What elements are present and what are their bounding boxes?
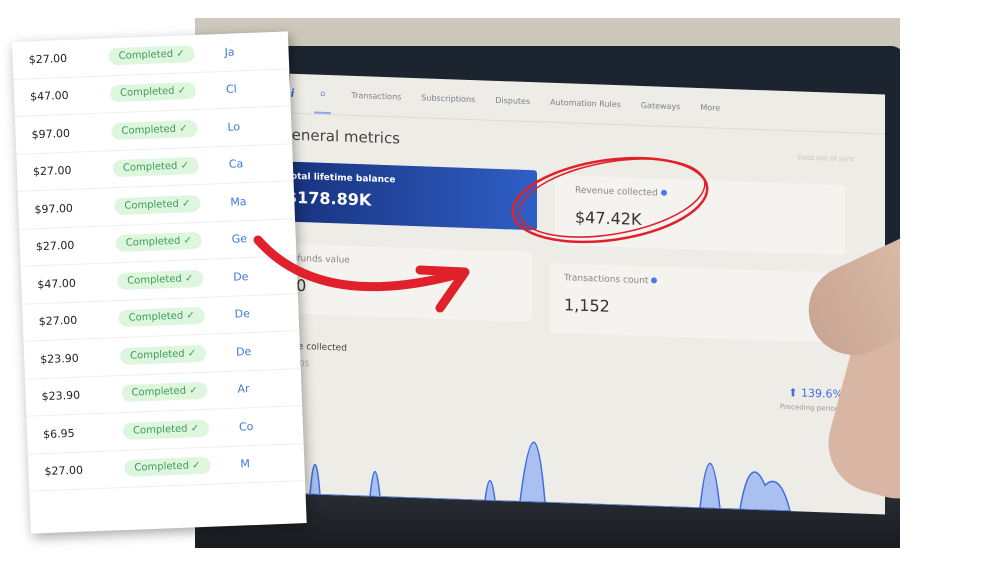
card-value: 1,152: [564, 295, 610, 316]
tab-automation-rules[interactable]: Automation Rules: [550, 97, 621, 110]
tab-more[interactable]: More: [700, 103, 721, 113]
card-value: $178.89K: [286, 187, 372, 210]
check-icon: ✓: [178, 123, 188, 135]
page-title: General metrics: [280, 125, 400, 148]
amount: $47.00: [37, 276, 77, 291]
card-value: $0: [286, 276, 518, 303]
tab-transactions[interactable]: Transactions: [351, 90, 402, 102]
home-icon[interactable]: ⌂: [314, 74, 332, 115]
check-icon: ✓: [176, 48, 185, 60]
amount: $47.00: [29, 89, 69, 104]
change-percent: ⬆ 139.6%: [788, 386, 843, 402]
chart-area: [270, 441, 791, 512]
status-badge: Completed ✓: [118, 307, 206, 328]
amount: $6.95: [42, 426, 75, 441]
info-icon[interactable]: [651, 277, 658, 284]
status-badge: Completed ✓: [122, 419, 210, 440]
check-icon: ✓: [190, 422, 200, 435]
amount: $97.00: [31, 126, 71, 142]
card-label: Refunds value: [286, 253, 350, 266]
amount: $27.00: [35, 239, 75, 254]
dashboard-screen: Ai ⌂ Transactions Subscriptions Disputes…: [270, 73, 885, 515]
transactions-count-card: Transactions count 1,152: [550, 262, 845, 344]
sync-note: Data out of sync: [797, 153, 855, 164]
check-icon: ✓: [177, 85, 187, 97]
status-badge: Completed ✓: [111, 119, 198, 140]
tab-gateways[interactable]: Gateways: [640, 100, 681, 112]
status-badge: Completed ✓: [121, 382, 208, 403]
customer-link[interactable]: De: [235, 344, 252, 359]
check-icon: ✓: [183, 235, 193, 247]
refunds-card: Refunds value $0: [272, 243, 532, 323]
customer-link[interactable]: Ge: [231, 232, 248, 246]
tab-subscriptions[interactable]: Subscriptions: [421, 93, 476, 105]
status-badge: Completed ✓: [119, 344, 207, 365]
amount: $27.00: [44, 463, 84, 479]
check-icon: ✓: [184, 272, 194, 285]
customer-link[interactable]: Lo: [227, 120, 241, 134]
status-badge: Completed ✓: [112, 157, 200, 178]
customer-link[interactable]: De: [232, 269, 249, 284]
status-badge: Completed ✓: [116, 269, 204, 290]
revenue-card: Revenue collected $47.42K: [555, 174, 845, 256]
customer-link[interactable]: De: [234, 307, 251, 321]
customer-link[interactable]: Ca: [228, 157, 244, 172]
check-icon: ✓: [189, 385, 198, 397]
card-label: Transactions count: [564, 273, 831, 292]
customer-link[interactable]: Ma: [230, 194, 247, 209]
status-badge: Completed ✓: [124, 456, 211, 478]
status-badge: Completed ✓: [114, 194, 201, 215]
customer-link[interactable]: M: [240, 457, 251, 471]
check-icon: ✓: [191, 460, 201, 472]
check-icon: ✓: [181, 198, 191, 210]
transactions-table: $27.00 Completed ✓ Ja $47.00 Completed ✓ …: [12, 31, 307, 534]
card-label: Total lifetime balance: [286, 171, 396, 186]
amount: $23.90: [41, 388, 81, 404]
check-icon: ✓: [186, 310, 195, 322]
amount: $97.00: [34, 201, 74, 217]
check-icon: ✓: [187, 347, 197, 360]
status-badge: Completed ✓: [115, 232, 203, 253]
status-badge: Completed ✓: [109, 82, 197, 103]
status-badge: Completed ✓: [108, 44, 196, 66]
tab-disputes[interactable]: Disputes: [495, 95, 531, 107]
customer-link[interactable]: Co: [238, 419, 254, 434]
amount: $27.00: [38, 313, 78, 329]
amount: $27.00: [32, 164, 72, 179]
card-value: $47.42K: [575, 207, 642, 229]
info-icon[interactable]: [660, 189, 667, 196]
customer-link[interactable]: Cl: [225, 82, 237, 97]
amount: $27.00: [28, 51, 68, 67]
amount: $23.90: [39, 351, 79, 366]
check-icon: ✓: [180, 160, 190, 172]
customer-link[interactable]: Ja: [224, 45, 235, 59]
laptop-photo: Ai ⌂ Transactions Subscriptions Disputes…: [195, 18, 900, 548]
card-label: Revenue collected: [575, 186, 831, 205]
revenue-area-chart: [270, 441, 791, 512]
total-balance-card: Total lifetime balance $178.89K: [272, 161, 537, 231]
customer-link[interactable]: Ar: [237, 382, 250, 396]
